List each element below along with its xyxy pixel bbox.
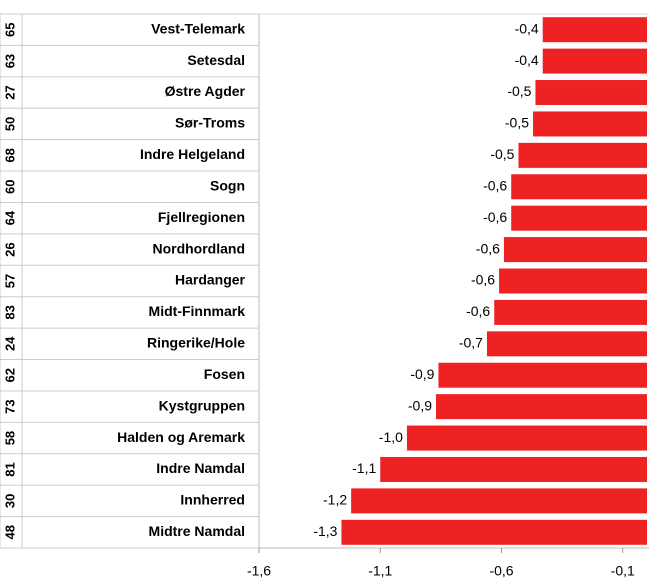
category-label: Fosen [204,366,245,382]
region-code: 57 [2,274,17,288]
bar [486,331,647,357]
value-label: -0,5 [507,83,531,99]
category-label: Midtre Namdal [149,523,245,539]
value-label: -0,6 [476,240,500,256]
category-label: Nordhordland [152,240,245,256]
region-code: 63 [2,54,17,68]
value-label: -0,6 [483,177,507,193]
bar [542,17,647,43]
x-tick-label: -1,1 [368,563,392,579]
region-code: 68 [2,148,17,162]
category-label: Indre Helgeland [140,146,245,162]
value-label: -0,6 [466,303,490,319]
category-label: Sogn [210,177,245,193]
bar [380,456,647,482]
category-label: Indre Namdal [156,460,245,476]
category-label: Setesdal [187,52,245,68]
region-code: 30 [2,494,17,508]
region-code: 81 [2,462,17,476]
bar [535,80,647,106]
x-tick-label: -1,6 [247,563,271,579]
value-label: -0,9 [410,366,434,382]
value-label: -0,5 [505,115,529,131]
category-label: Kystgruppen [159,397,245,413]
bar [351,488,647,514]
category-label: Hardanger [175,272,246,288]
bar [511,174,647,200]
value-label: -1,2 [323,492,347,508]
value-label: -0,6 [483,209,507,225]
bar [499,268,647,294]
region-code: 60 [2,180,17,194]
value-label: -0,7 [459,335,483,351]
bar [494,299,647,325]
region-code: 24 [2,336,17,351]
value-label: -0,4 [515,20,539,36]
category-label: Vest-Telemark [151,20,245,36]
region-code: 27 [2,85,17,99]
bar [518,142,647,168]
bar [542,48,647,74]
region-code: 62 [2,368,17,382]
bar [438,362,647,388]
region-code: 58 [2,431,17,445]
region-code: 65 [2,22,17,36]
value-label: -1,3 [313,523,337,539]
region-code: 26 [2,242,17,256]
category-label: Midt-Finnmark [149,303,246,319]
category-label: Fjellregionen [158,209,245,225]
region-code: 83 [2,305,17,319]
bar [406,425,647,451]
bar [503,237,647,263]
category-label: Sør-Troms [175,115,245,131]
category-label: Østre Agder [165,83,246,99]
x-tick-label: -0,1 [611,563,635,579]
value-label: -0,9 [408,397,432,413]
value-label: -1,0 [379,429,403,445]
value-label: -1,1 [352,460,376,476]
region-code: 50 [2,117,17,131]
bar [511,205,647,231]
region-code: 64 [2,210,17,225]
x-tick-label: -0,6 [489,563,513,579]
category-label: Halden og Aremark [117,429,245,445]
bar [436,394,647,420]
region-code: 73 [2,399,17,413]
value-label: -0,4 [515,52,539,68]
bar [533,111,647,137]
region-code: 48 [2,525,17,539]
category-label: Ringerike/Hole [147,335,245,351]
value-label: -0,5 [490,146,514,162]
value-label: -0,6 [471,272,495,288]
category-label: Innherred [180,492,245,508]
bar [341,519,647,545]
